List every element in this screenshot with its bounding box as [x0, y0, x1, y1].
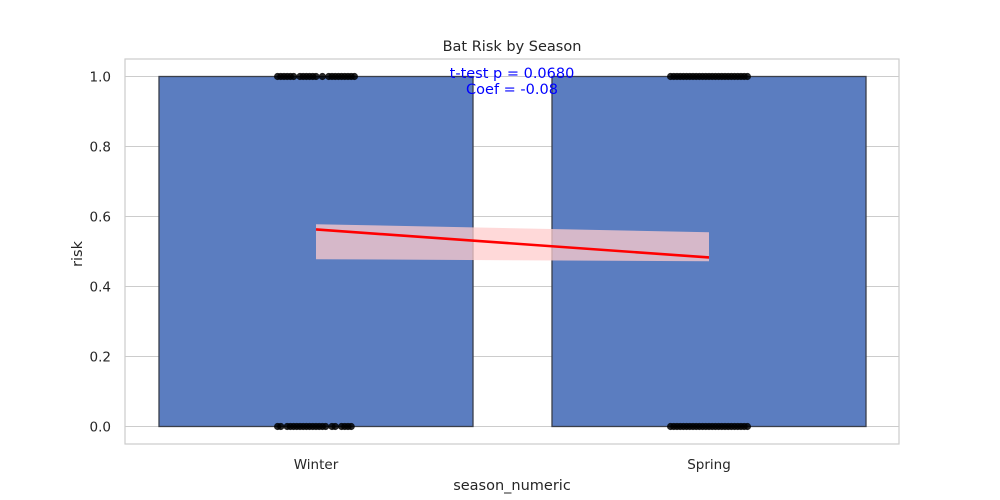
strip-point: [318, 72, 326, 81]
x-tick-labels: Winter Spring: [294, 457, 731, 473]
y-tick-label: 0.4: [90, 280, 111, 296]
y-tick-label: 0.6: [90, 210, 111, 226]
x-tick-label: Winter: [294, 457, 339, 473]
strip-point: [322, 422, 330, 431]
strip-points: [274, 72, 752, 431]
annotation-coef: Coef = -0.08: [466, 82, 558, 98]
strip-point: [312, 72, 320, 81]
strip-point: [347, 422, 355, 431]
regression: [315, 224, 710, 262]
chart-title: Bat Risk by Season: [443, 39, 582, 55]
strip-point: [290, 72, 298, 81]
y-tick-labels: 0.0 0.2 0.4 0.6 0.8 1.0: [90, 70, 111, 436]
x-axis-label: season_numeric: [453, 478, 571, 494]
strip-point: [331, 422, 339, 431]
y-tick-label: 0.2: [90, 350, 111, 366]
plot-frame: [124, 58, 900, 445]
y-tick-label: 1.0: [90, 70, 111, 86]
strip-point: [743, 72, 752, 81]
y-axis-label: risk: [70, 240, 86, 267]
strip-point: [277, 422, 285, 431]
y-tick-label: 0.0: [90, 420, 111, 436]
x-tick-label: Spring: [687, 457, 731, 473]
strip-point: [743, 422, 752, 431]
annotation-ttest: t-test p = 0.0680: [450, 66, 575, 82]
strip-point: [350, 72, 358, 81]
regression-line: [315, 228, 710, 259]
y-tick-label: 0.8: [90, 140, 111, 156]
